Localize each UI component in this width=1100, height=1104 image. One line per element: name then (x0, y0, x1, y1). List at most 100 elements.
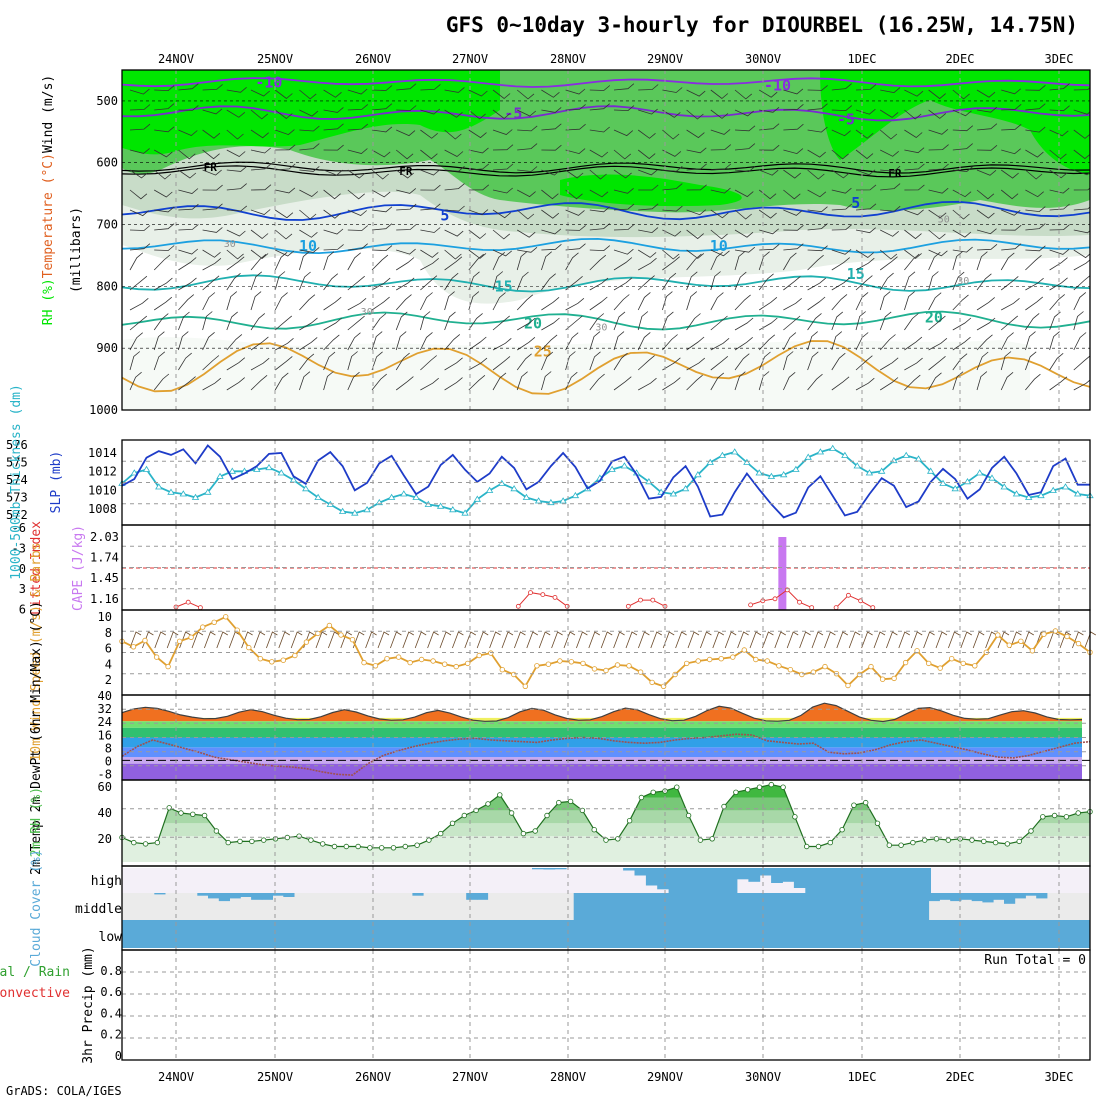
cloud-bar (885, 920, 897, 948)
wind-barb (250, 109, 269, 120)
cloud-bar (122, 920, 134, 948)
wind-barb (323, 123, 344, 131)
data-point (1006, 642, 1012, 648)
wind-barb (371, 126, 393, 133)
data-point (387, 493, 396, 500)
x-tick-top: 28NOV (550, 52, 586, 66)
data-point (695, 658, 701, 664)
cloud-bar (745, 893, 757, 920)
wind-barb (154, 245, 175, 251)
wind-barb (774, 631, 787, 649)
wind-barb (952, 371, 964, 391)
cloud-bar (725, 868, 738, 893)
pressure-tick: 600 (96, 156, 118, 170)
wind-barb (565, 123, 586, 131)
wind-barb (226, 129, 244, 140)
precip-ylabel: 3hr Precip (mm) (81, 946, 96, 1063)
wind-barb (468, 229, 487, 240)
rh-point (355, 843, 361, 850)
wind-barb (371, 169, 389, 180)
rh-point (320, 841, 326, 847)
rh-point (1004, 841, 1011, 847)
wind-barb (299, 251, 310, 271)
wind-barb (178, 277, 197, 291)
cloud-bar (862, 920, 874, 948)
cross-section-ylabel-part: Temperature (°C) (41, 153, 56, 278)
wind-barb (855, 227, 876, 234)
wind-barb (686, 336, 705, 351)
wind-barb (129, 332, 143, 351)
lifted-index-point (528, 590, 533, 595)
wind-barb (613, 203, 635, 211)
data-point (995, 632, 1001, 638)
cloud-bar (874, 893, 887, 920)
wind-barb (904, 313, 919, 331)
cloud-bar (782, 868, 795, 882)
wind-barb (1049, 169, 1068, 179)
wind-barb (758, 296, 778, 311)
cloud-bar (778, 893, 790, 920)
wind-barb (202, 249, 221, 258)
wind-barb (783, 315, 801, 331)
rh2m-ylabel-part: 2m RH (%) (29, 787, 44, 857)
wind-barb (1073, 292, 1087, 311)
contour-label: FR (399, 165, 413, 178)
wind-barb (347, 123, 369, 131)
wind-barb (759, 123, 780, 131)
wind-barb (565, 189, 583, 200)
precip-ylabel-part: 3hr Precip (mm) (81, 946, 96, 1063)
lifted-index-tick: 6 (19, 603, 26, 617)
wind-barb (516, 229, 536, 238)
wind-barb (371, 223, 393, 231)
wind-barb (565, 148, 586, 155)
data-point (741, 647, 747, 653)
wind-barb (807, 277, 827, 291)
wind-barb (420, 249, 439, 258)
wind-barb (976, 297, 995, 311)
cloud-bar (1044, 920, 1057, 948)
cape-tick: 2.03 (90, 530, 119, 544)
wind-barb (1073, 149, 1090, 160)
data-point (926, 467, 935, 474)
cloud-bar (976, 920, 988, 948)
wind-barb (226, 229, 246, 237)
slp-series (121, 444, 1090, 519)
data-point (142, 465, 151, 472)
wind-barb (347, 351, 358, 371)
wind-barb (202, 275, 220, 291)
cloud-bar (896, 868, 909, 893)
cloud-bar (611, 920, 624, 948)
wind-barb (734, 125, 756, 132)
wind-barb (807, 351, 819, 371)
wind-barb (492, 372, 507, 391)
wind-barb (710, 163, 732, 171)
wind-barb (734, 251, 746, 271)
wind-barb (1025, 149, 1044, 158)
wind-barb (855, 249, 875, 258)
wind-barb (347, 169, 366, 179)
wind-barb (516, 89, 535, 100)
wind-barb (686, 249, 705, 259)
cloud-bar (828, 920, 840, 948)
wind-barb (323, 228, 344, 235)
wind-barb (420, 129, 438, 139)
data-point (841, 451, 849, 458)
rh-point (697, 837, 704, 843)
cloud-bar (942, 920, 954, 948)
data-point (828, 444, 837, 451)
wind-barb (811, 631, 824, 649)
wind-barb (1049, 105, 1070, 112)
wind-barb (589, 103, 610, 111)
x-tick-bottom: 25NOV (257, 1070, 293, 1084)
wind-barb (1025, 277, 1044, 291)
temperature-tick: 16 (98, 728, 112, 742)
wind-barb (371, 189, 391, 198)
wind-barb (637, 249, 657, 258)
cloud-bar (907, 868, 920, 893)
wind-barb (952, 246, 973, 253)
rh-point (863, 799, 869, 806)
wind-barb (737, 631, 749, 649)
wind-barb (323, 89, 342, 98)
rh-point (190, 811, 196, 817)
rh-point (201, 812, 208, 819)
